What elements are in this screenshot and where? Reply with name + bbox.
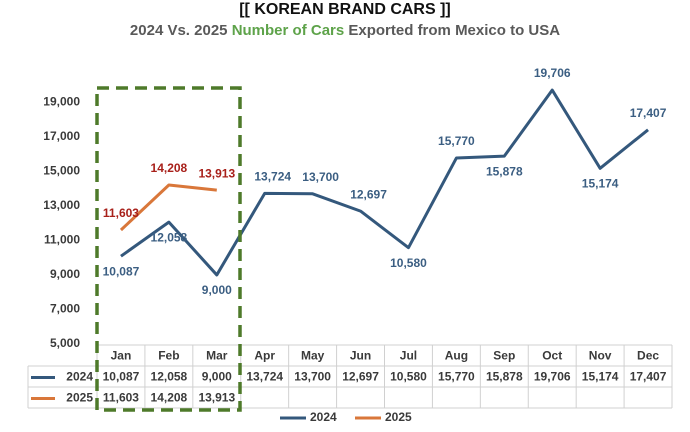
x-tick-label: Feb <box>158 349 179 363</box>
table-cell: 15,878 <box>486 370 523 384</box>
subtitle-part: 2024 Vs. 2025 <box>130 22 232 39</box>
y-tick-label: 9,000 <box>50 267 80 281</box>
series-line <box>119 183 217 232</box>
legend-label: 2024 <box>310 410 337 424</box>
x-tick-label: May <box>301 349 325 363</box>
y-tick-label: 17,000 <box>43 129 80 143</box>
table-row-label: 2025 <box>66 391 93 405</box>
data-label: 13,700 <box>302 170 339 184</box>
x-tick-label: Jan <box>111 349 132 363</box>
data-label: 13,913 <box>198 166 235 180</box>
x-tick-label: Mar <box>206 349 228 363</box>
y-tick-label: 5,000 <box>50 336 80 350</box>
data-label: 13,724 <box>254 170 291 184</box>
data-label: 9,000 <box>202 283 232 297</box>
table-cell: 12,697 <box>342 370 379 384</box>
table-cell: 12,058 <box>151 370 188 384</box>
data-label: 19,706 <box>534 66 571 80</box>
chart-subtitle: 2024 Vs. 2025 Number of Cars Exported fr… <box>130 22 560 39</box>
table-cell: 13,700 <box>294 370 331 384</box>
data-label: 15,174 <box>582 177 619 191</box>
data-label: 15,770 <box>438 134 475 148</box>
y-tick-label: 7,000 <box>50 302 80 316</box>
chart-title: [[ KOREAN BRAND CARS ]] <box>239 1 451 18</box>
highlight-box <box>95 86 242 412</box>
x-tick-label: Aug <box>445 349 468 363</box>
data-label: 17,407 <box>630 106 667 120</box>
data-label: 12,058 <box>151 230 188 244</box>
x-tick-label: Apr <box>254 349 275 363</box>
y-tick-label: 19,000 <box>43 94 80 108</box>
table-cell: 10,580 <box>390 370 427 384</box>
data-label: 14,208 <box>151 161 188 175</box>
legend-label: 2025 <box>385 410 412 424</box>
series-line <box>120 88 649 277</box>
table-cell: 11,603 <box>103 391 139 405</box>
table-cell: 19,706 <box>534 370 571 384</box>
table-row-label: 2024 <box>66 370 93 384</box>
x-tick-label: Jun <box>350 349 371 363</box>
table-cell: 10,087 <box>103 370 140 384</box>
x-tick-label: Nov <box>589 349 612 363</box>
table-cell: 9,000 <box>202 370 232 384</box>
data-label: 12,697 <box>350 187 387 201</box>
data-label: 10,087 <box>103 264 140 278</box>
table-cell: 14,208 <box>151 391 188 405</box>
data-label: 15,878 <box>486 164 523 178</box>
table-cell: 15,770 <box>438 370 475 384</box>
table-cell: 17,407 <box>630 370 667 384</box>
y-tick-label: 15,000 <box>43 164 80 178</box>
table-cell: 13,724 <box>246 370 283 384</box>
x-tick-label: Sep <box>493 349 515 363</box>
y-tick-label: 11,000 <box>44 233 80 247</box>
x-tick-label: Dec <box>637 349 659 363</box>
subtitle-part: Exported from Mexico to USA <box>344 22 560 39</box>
data-label: 10,580 <box>390 256 427 270</box>
data-label: 11,603 <box>103 206 139 220</box>
x-tick-label: Jul <box>400 349 417 363</box>
subtitle-highlight: Number of Cars <box>232 22 345 39</box>
table-cell: 15,174 <box>582 370 619 384</box>
table-cell: 13,913 <box>198 391 235 405</box>
x-tick-label: Oct <box>542 349 562 363</box>
y-tick-label: 13,000 <box>43 198 80 212</box>
